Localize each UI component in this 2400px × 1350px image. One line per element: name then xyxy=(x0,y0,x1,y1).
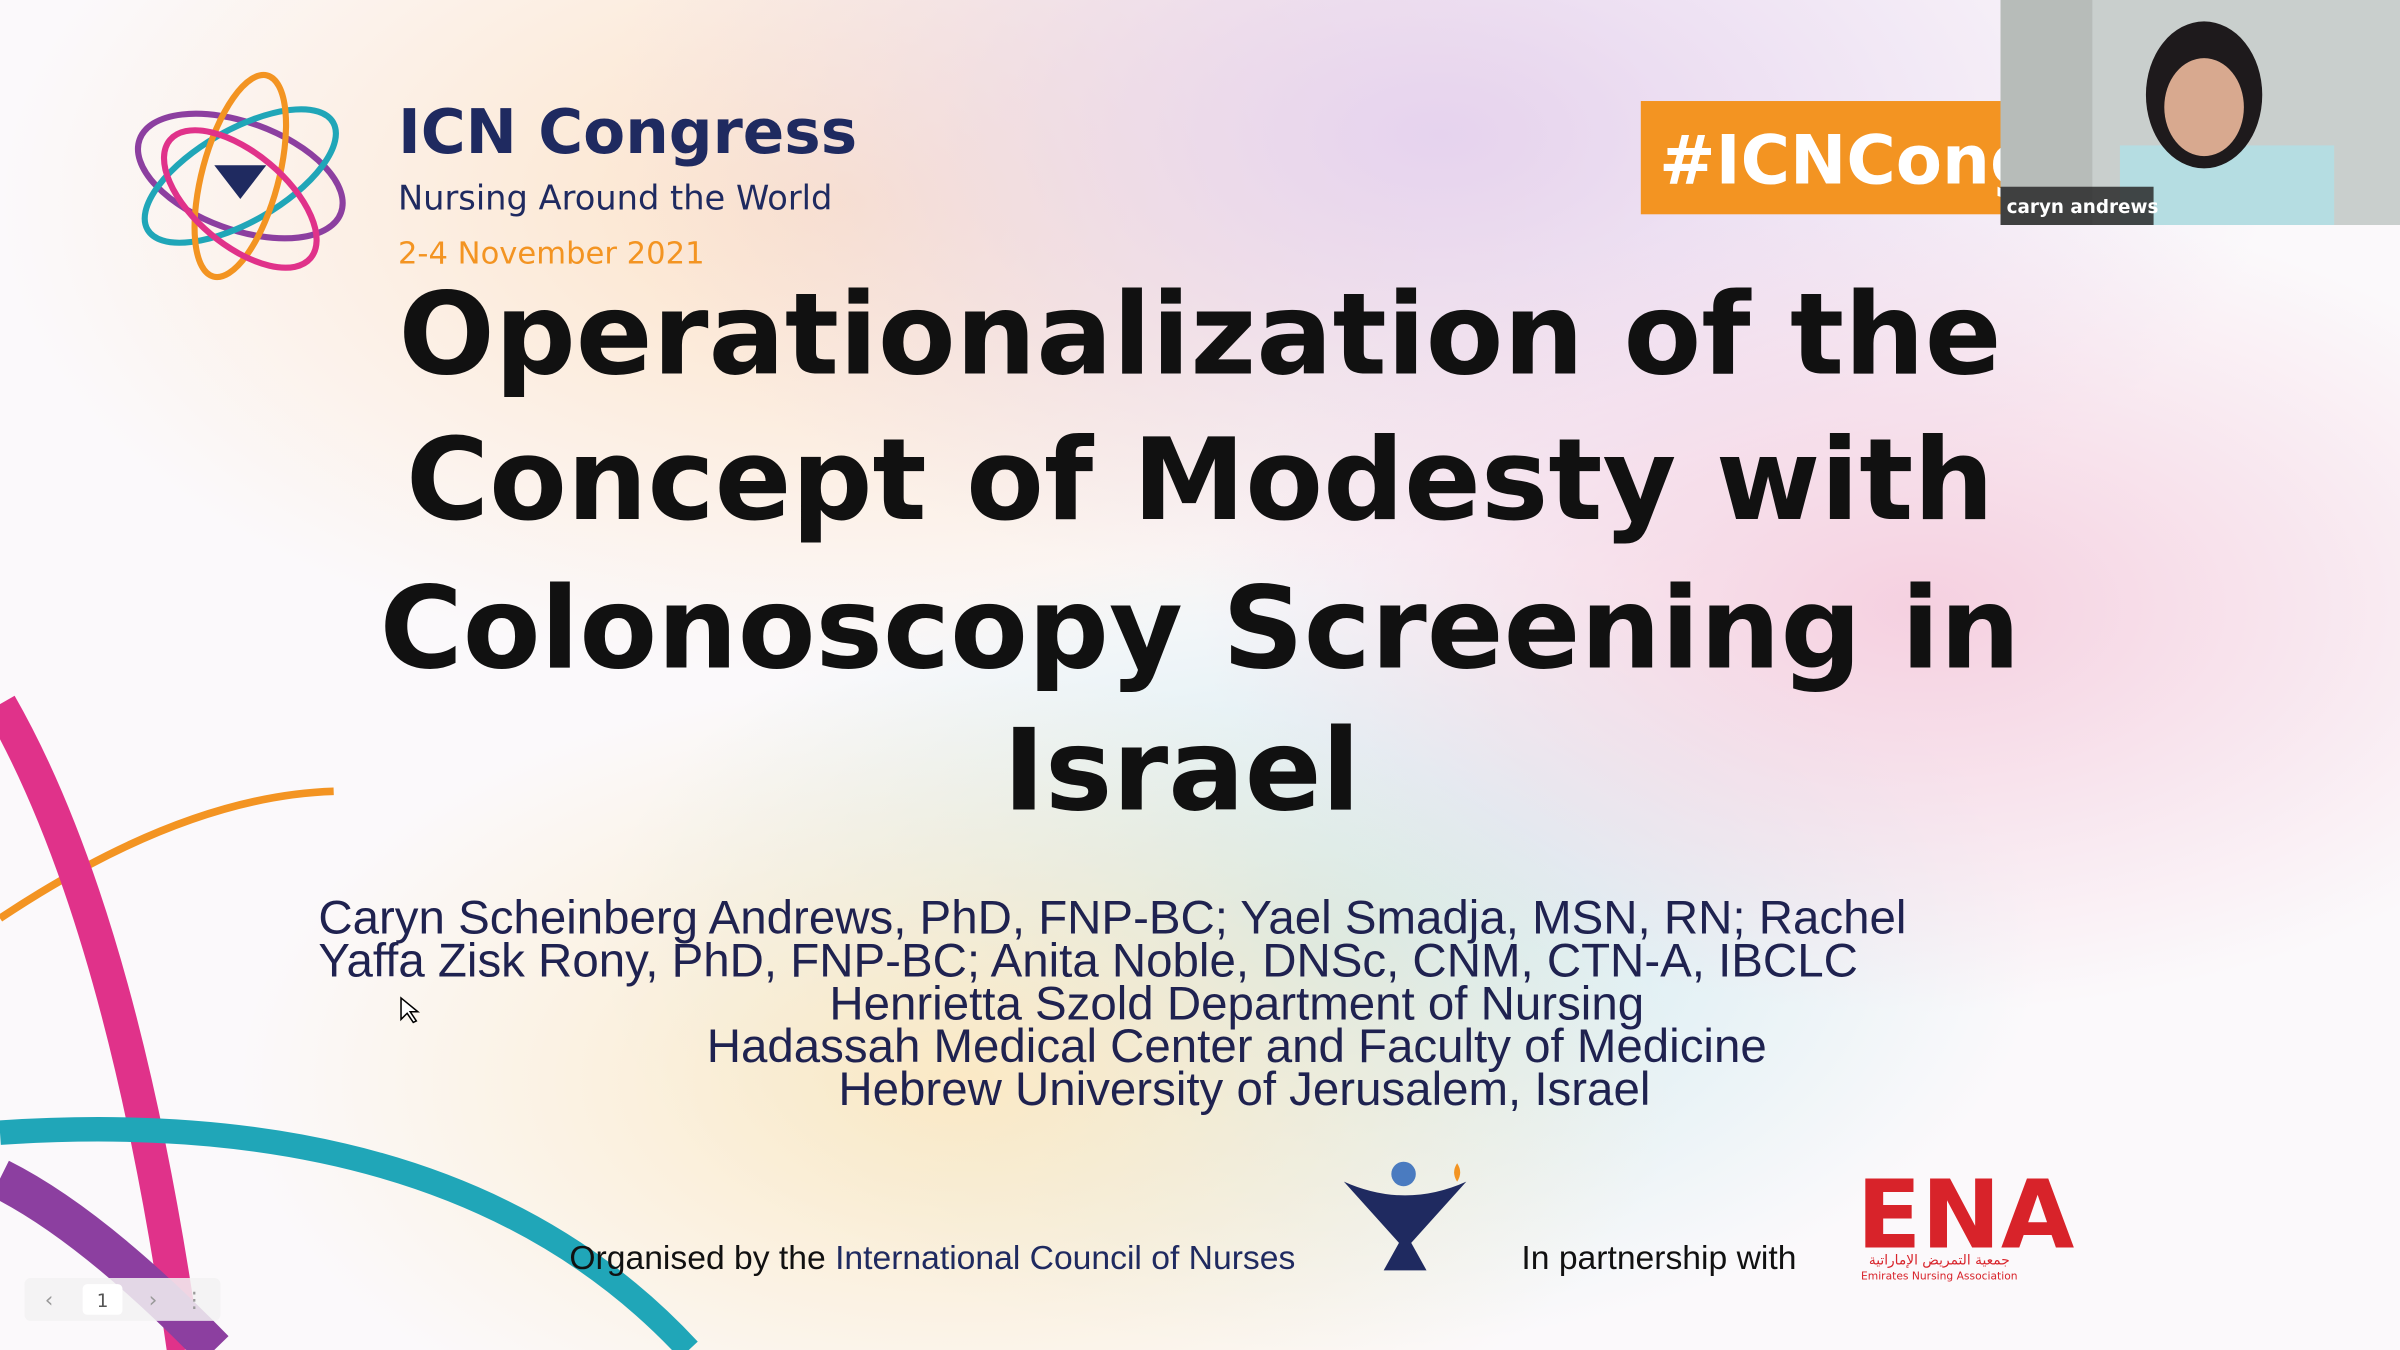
title-line: Concept of Modesty with xyxy=(406,414,1994,546)
page-number[interactable]: 1 xyxy=(97,1291,109,1312)
authors-line: Caryn Scheinberg Andrews, PhD, FNP-BC; Y… xyxy=(318,892,1906,945)
dates: 2-4 November 2021 xyxy=(398,236,705,271)
partnership: In partnership with xyxy=(1521,1240,1796,1277)
title-line: Colonoscopy Screening in xyxy=(380,562,2021,694)
organiser: International Council of Nurses xyxy=(835,1240,1295,1277)
affiliation-line: Hebrew University of Jerusalem, Israel xyxy=(838,1063,1650,1116)
organised-prefix: Organised by the xyxy=(569,1240,825,1277)
prev-button[interactable]: ‹ xyxy=(45,1288,54,1313)
ena-arabic: جمعية التمريض الإماراتية xyxy=(1869,1252,2010,1268)
menu-button[interactable]: ⋮ xyxy=(184,1288,205,1313)
pager: ‹ 1 › ⋮ xyxy=(24,1278,221,1321)
hashtag: #ICNCong xyxy=(1659,121,2038,200)
icn-logo xyxy=(134,71,346,281)
cursor xyxy=(400,996,421,1024)
hashtag-box xyxy=(1640,101,2001,215)
brand: ICN Congress xyxy=(398,97,857,168)
title-line: Operationalization of the xyxy=(398,268,2001,400)
footer-organised: Organised by the International Council o… xyxy=(569,1240,1295,1277)
affiliation-line: Hadassah Medical Center and Faculty of M… xyxy=(707,1020,1767,1073)
affiliation-line: Henrietta Szold Department of Nursing xyxy=(829,977,1644,1030)
authors-line: Yaffa Zisk Rony, PhD, FNP-BC; Anita Nobl… xyxy=(318,935,1857,988)
ena-logo: ENA xyxy=(1857,1160,2075,1270)
ena-name: Emirates Nursing Association xyxy=(1861,1270,2018,1283)
title-line: Israel xyxy=(1003,705,1360,837)
participant-name: caryn andrews xyxy=(2007,197,2159,218)
tagline: Nursing Around the World xyxy=(398,179,832,218)
icn-emblem xyxy=(1343,1161,1467,1271)
next-button[interactable]: › xyxy=(149,1288,158,1313)
video-tile: caryn andrews xyxy=(2000,0,2400,225)
